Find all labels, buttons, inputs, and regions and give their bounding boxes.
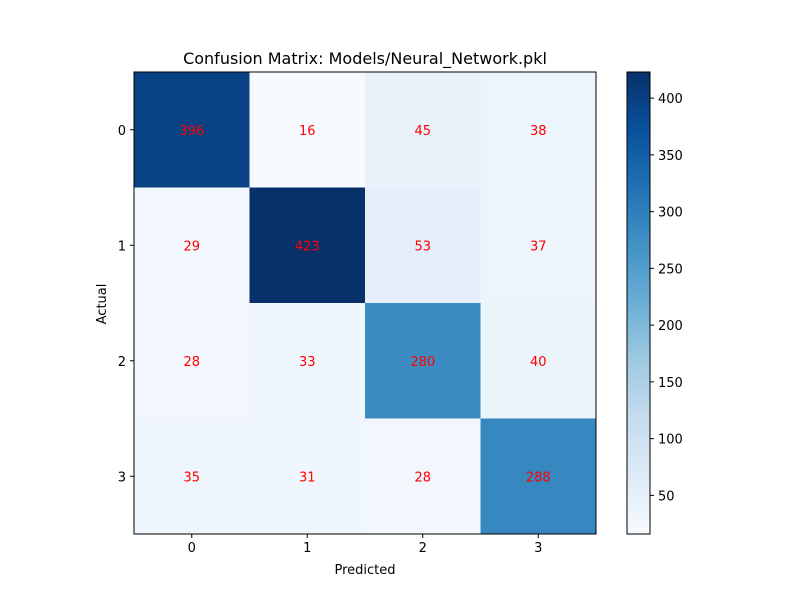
heatmap-cell-2-2 bbox=[365, 303, 481, 419]
cell-value-3-1: 31 bbox=[299, 470, 316, 485]
cell-value-2-2: 280 bbox=[410, 355, 435, 370]
colorbar-ticks: 50 100 150 200 250 300 350 400 bbox=[650, 92, 683, 504]
chart-title: Confusion Matrix: Models/Neural_Network.… bbox=[183, 49, 547, 69]
heatmap-cell-1-1 bbox=[249, 187, 366, 304]
cell-annotations: 396 16 45 38 29 423 53 37 28 33 280 40 35 31 28 288 bbox=[179, 124, 550, 486]
x-tick-label: 2 bbox=[419, 541, 427, 556]
cell-value-1-0: 29 bbox=[183, 239, 200, 254]
x-tick-label: 0 bbox=[188, 541, 196, 556]
plot-frame bbox=[133, 71, 597, 535]
heatmap-cell-0-2 bbox=[365, 72, 481, 188]
y-axis-label: Actual bbox=[95, 284, 110, 325]
heatmap-cell-2-1 bbox=[249, 303, 366, 419]
heatmap-cell-3-1 bbox=[249, 418, 366, 535]
heatmap-cell-0-3 bbox=[480, 72, 597, 188]
cell-value-1-2: 53 bbox=[414, 239, 431, 254]
colorbar-tick-label: 250 bbox=[658, 262, 683, 277]
cell-value-0-1: 16 bbox=[299, 124, 316, 139]
cell-value-0-0: 396 bbox=[179, 124, 204, 139]
x-tick-label: 1 bbox=[303, 541, 311, 556]
y-axis-ticks: 0 1 2 3 bbox=[118, 124, 134, 485]
cell-value-1-1: 423 bbox=[295, 239, 320, 254]
colorbar-tick-label: 100 bbox=[658, 433, 683, 448]
heatmap-cell-2-3 bbox=[480, 303, 597, 419]
colorbar-tick-label: 350 bbox=[658, 149, 683, 164]
y-tick-label: 0 bbox=[118, 124, 126, 139]
heatmap-cell-3-2 bbox=[365, 418, 481, 535]
y-tick-label: 2 bbox=[118, 355, 126, 370]
x-tick-label: 3 bbox=[534, 541, 542, 556]
cell-value-2-3: 40 bbox=[530, 355, 547, 370]
colorbar-tick-label: 150 bbox=[658, 376, 683, 391]
cell-value-3-0: 35 bbox=[183, 470, 200, 485]
colorbar bbox=[626, 71, 651, 535]
colorbar-tick-label: 300 bbox=[658, 206, 683, 221]
heatmap-cell-1-2 bbox=[365, 187, 481, 304]
colorbar-tick-label: 400 bbox=[658, 92, 683, 107]
y-tick-label: 3 bbox=[118, 470, 126, 485]
heatmap-cell-3-0 bbox=[134, 418, 250, 535]
heatmap-cell-3-3 bbox=[480, 418, 597, 535]
heatmap-cell-1-0 bbox=[134, 187, 250, 304]
cell-value-3-2: 28 bbox=[414, 470, 431, 485]
cell-value-2-0: 28 bbox=[183, 355, 200, 370]
heatmap-cells bbox=[134, 72, 597, 535]
colorbar-tick-label: 50 bbox=[658, 489, 675, 504]
cell-value-2-1: 33 bbox=[299, 355, 316, 370]
cell-value-3-3: 288 bbox=[526, 470, 551, 485]
heatmap-cell-1-3 bbox=[480, 187, 597, 304]
cell-value-1-3: 37 bbox=[530, 239, 547, 254]
heatmap-cell-0-0 bbox=[134, 72, 250, 188]
heatmap-cell-0-1 bbox=[249, 72, 366, 188]
cell-value-0-3: 38 bbox=[530, 124, 547, 139]
x-axis-ticks: 0 1 2 3 bbox=[188, 534, 542, 556]
x-axis-label: Predicted bbox=[334, 563, 395, 578]
colorbar-tick-label: 200 bbox=[658, 319, 683, 334]
heatmap-cell-2-0 bbox=[134, 303, 250, 419]
cell-value-0-2: 45 bbox=[414, 124, 431, 139]
y-tick-label: 1 bbox=[118, 239, 126, 254]
